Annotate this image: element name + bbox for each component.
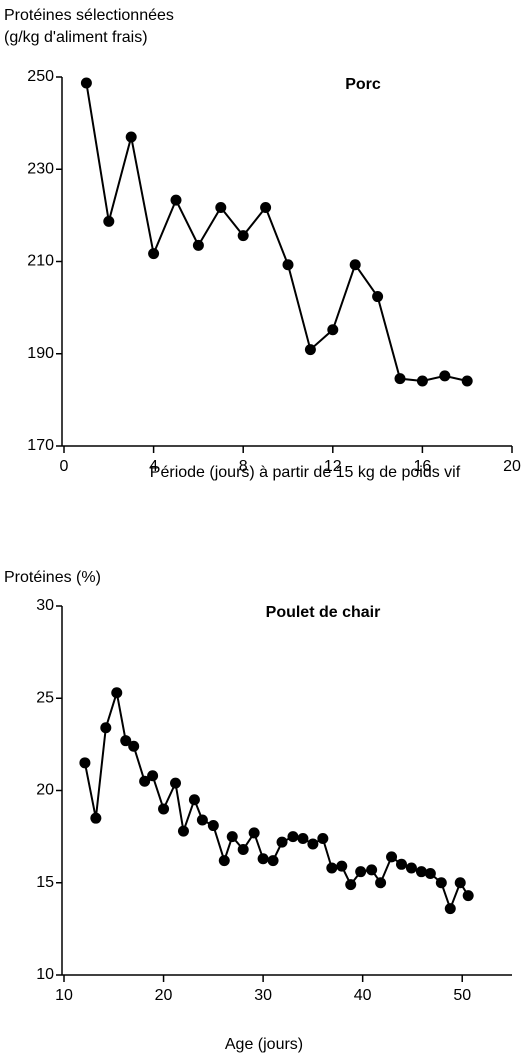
x-tick-label: 4 — [149, 458, 158, 475]
x-tick-label: 30 — [254, 987, 272, 1004]
x-tick-label: 0 — [60, 458, 69, 475]
data-point — [192, 239, 204, 251]
data-point — [139, 775, 151, 787]
data-point — [287, 831, 299, 843]
data-point — [207, 820, 219, 832]
x-tick-label: 20 — [503, 458, 521, 475]
y-tick-label: 250 — [27, 68, 54, 85]
x-axis-label: Période (jours) à partir de 15 kg de poi… — [150, 464, 461, 481]
data-point — [170, 194, 182, 206]
y-tick-label: 190 — [27, 345, 54, 362]
y-tick-label: 20 — [36, 782, 54, 799]
data-point — [395, 858, 407, 870]
x-tick-label: 40 — [354, 987, 372, 1004]
data-point — [461, 375, 473, 387]
data-point — [462, 890, 474, 902]
data-point — [125, 131, 137, 143]
data-point — [424, 868, 436, 880]
data-point — [120, 735, 132, 747]
data-point — [237, 844, 249, 856]
data-point — [326, 862, 338, 874]
data-point — [345, 879, 357, 891]
x-axis-label: Age (jours) — [225, 1036, 303, 1053]
data-point — [276, 836, 288, 848]
data-point — [80, 77, 92, 89]
data-point — [454, 877, 466, 889]
y-axis-label: (g/kg d'aliment frais) — [4, 29, 148, 46]
y-tick-label: 25 — [36, 689, 54, 706]
data-point — [435, 877, 447, 889]
data-point — [349, 259, 361, 271]
y-tick-label: 170 — [27, 437, 54, 454]
data-point — [100, 722, 112, 734]
data-point — [257, 853, 269, 865]
data-point — [148, 248, 160, 260]
data-point — [415, 866, 427, 878]
data-point — [405, 862, 417, 874]
data-line — [83, 692, 470, 912]
data-point — [103, 215, 115, 227]
data-point — [375, 877, 387, 889]
data-point — [439, 370, 451, 382]
data-point — [267, 855, 279, 867]
data-point — [237, 230, 249, 242]
y-axis-label: Protéines sélectionnées — [4, 7, 174, 24]
y-tick-label: 210 — [27, 253, 54, 270]
data-point — [177, 825, 189, 837]
data-point — [128, 740, 140, 752]
data-point — [394, 373, 406, 385]
y-tick-label: 15 — [36, 874, 54, 891]
data-point — [327, 324, 339, 336]
data-point — [282, 259, 294, 271]
data-point — [248, 827, 260, 839]
chart-title: Porc — [345, 76, 381, 93]
data-point — [215, 202, 227, 214]
data-point — [336, 860, 348, 872]
y-tick-label: 30 — [36, 597, 54, 614]
data-point — [372, 291, 384, 303]
data-point — [218, 855, 230, 867]
chart-title: Poulet de chair — [266, 604, 381, 621]
data-point — [304, 344, 316, 356]
data-point — [90, 812, 102, 824]
y-axis-label: Protéines (%) — [4, 569, 101, 586]
data-point — [307, 838, 319, 850]
data-point — [188, 794, 200, 806]
data-point — [196, 814, 208, 826]
y-tick-label: 230 — [27, 160, 54, 177]
data-point — [416, 375, 428, 387]
data-point — [297, 832, 309, 844]
data-point — [355, 866, 367, 878]
data-point — [366, 864, 378, 876]
data-point — [147, 770, 159, 782]
x-tick-label: 16 — [414, 458, 432, 475]
x-tick-label: 10 — [55, 987, 73, 1004]
data-point — [170, 777, 182, 789]
x-tick-label: 20 — [155, 987, 173, 1004]
data-point — [158, 803, 170, 815]
y-tick-label: 10 — [36, 966, 54, 983]
data-point — [226, 831, 238, 843]
data-point — [444, 903, 456, 915]
x-tick-label: 50 — [453, 987, 471, 1004]
data-point — [111, 687, 123, 699]
data-point — [79, 757, 91, 769]
x-tick-label: 12 — [324, 458, 342, 475]
data-point — [260, 202, 272, 214]
data-line — [85, 82, 468, 382]
data-point — [386, 851, 398, 863]
x-tick-label: 8 — [239, 458, 248, 475]
data-point — [317, 832, 329, 844]
